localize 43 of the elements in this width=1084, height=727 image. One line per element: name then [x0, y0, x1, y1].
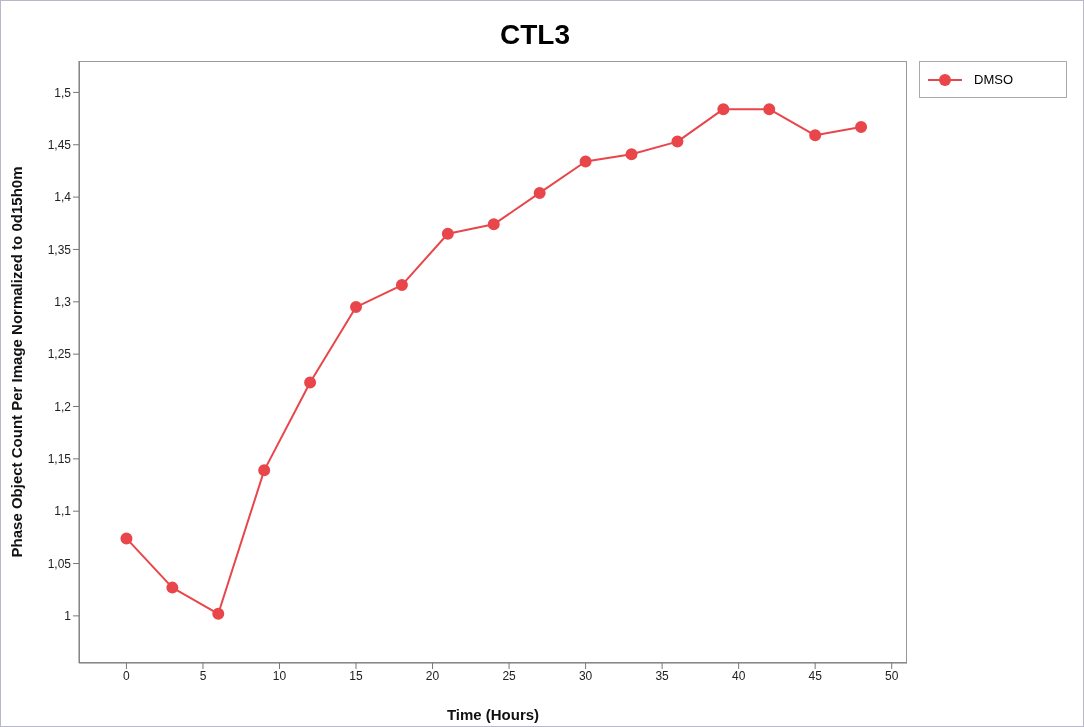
y-tick-label: 1,05 — [47, 556, 72, 571]
x-tick-label: 5 — [199, 668, 207, 683]
x-tick-label: 25 — [502, 668, 517, 683]
legend-label: DMSO — [974, 72, 1013, 87]
x-tick-label: 40 — [731, 668, 746, 683]
x-tick-label: 20 — [425, 668, 440, 683]
y-tick-label: 1,15 — [47, 452, 72, 467]
x-tick-label: 50 — [885, 668, 899, 683]
y-tick-label: 1,35 — [47, 242, 72, 257]
point — [763, 103, 776, 116]
y-tick-label: 1,5 — [54, 85, 72, 100]
point — [166, 581, 179, 594]
point — [441, 227, 454, 240]
point — [120, 532, 133, 545]
y-tick-label: 1 — [64, 609, 72, 624]
point — [258, 464, 271, 477]
point — [809, 129, 822, 142]
point — [671, 135, 684, 148]
point — [304, 376, 317, 389]
y-tick-label: 1,25 — [47, 347, 72, 362]
y-tick-label: 1,45 — [47, 138, 72, 153]
point — [487, 218, 500, 231]
point — [579, 155, 592, 168]
x-tick-label: 10 — [272, 668, 287, 683]
y-tick-label: 1,2 — [54, 399, 72, 414]
point — [212, 607, 225, 620]
x-tick-label: 0 — [123, 668, 131, 683]
x-tick-label: 45 — [808, 668, 823, 683]
point — [350, 301, 363, 314]
x-tick-label: 35 — [655, 668, 670, 683]
point — [625, 148, 638, 161]
x-axis-title: Time (Hours) — [446, 706, 540, 723]
chart-title: CTL3 — [499, 19, 571, 51]
x-tick-label: 30 — [578, 668, 593, 683]
y-axis-title: Phase Object Count Per Image Normalized to 0d15h0m — [8, 166, 26, 558]
point — [855, 120, 868, 133]
point — [395, 279, 408, 292]
point — [533, 186, 546, 199]
y-tick-label: 1,3 — [54, 295, 72, 310]
point — [717, 103, 730, 116]
y-tick-label: 1,4 — [54, 190, 72, 205]
y-tick-label: 1,1 — [54, 504, 72, 519]
x-tick-label: 15 — [349, 668, 364, 683]
